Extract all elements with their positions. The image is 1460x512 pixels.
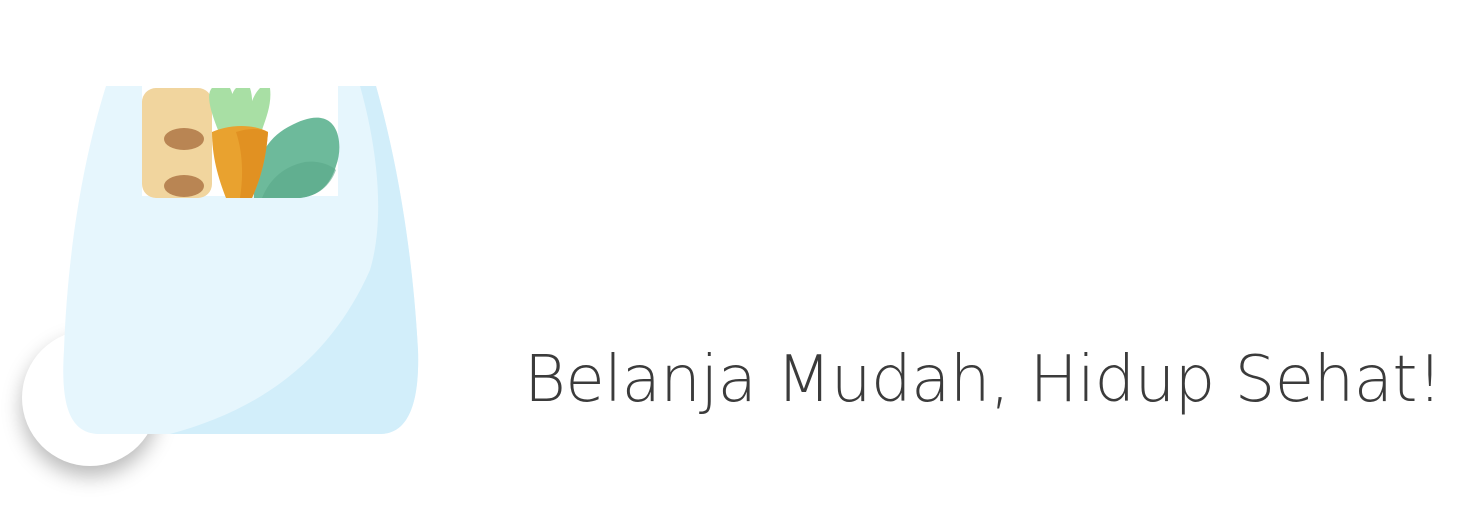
carrot-leaf [248, 88, 271, 130]
bag-shade [170, 86, 419, 434]
grocery-bag-icon [63, 86, 419, 434]
logo [0, 0, 480, 512]
tagline: Belanja Mudah, Hidup Sehat! [524, 343, 1443, 417]
bread-spot [164, 175, 204, 197]
carrot-leaf [229, 88, 253, 130]
bread-spot [164, 128, 204, 150]
carrot-leaf [209, 88, 236, 130]
